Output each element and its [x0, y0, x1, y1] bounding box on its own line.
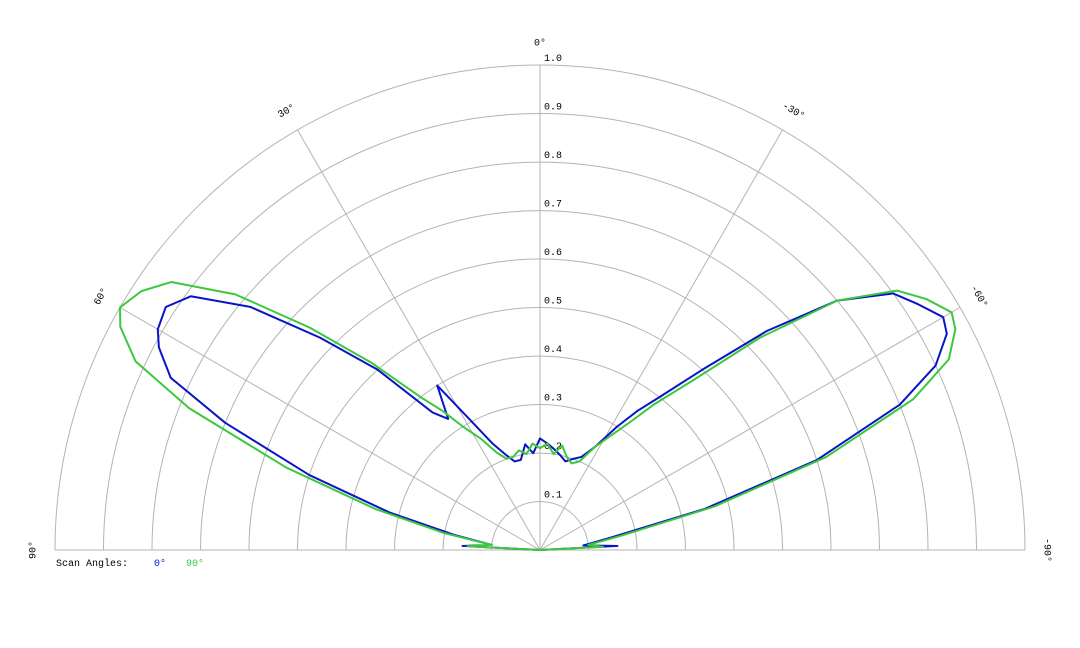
grid-spoke	[119, 307, 541, 551]
x-tick-label: 0°	[534, 38, 546, 50]
y-tick-label: 0.3	[544, 394, 562, 405]
grid-spoke	[297, 129, 541, 551]
y-tick-label: 0.5	[544, 297, 562, 308]
y-tick-label: 0.6	[544, 248, 562, 259]
y-tick-label: 0.4	[544, 345, 562, 356]
x-tick-label: 90°	[28, 541, 40, 559]
legend-title: Scan Angles:	[56, 558, 128, 570]
x-tick-label: 30°	[276, 102, 298, 121]
series-line	[118, 281, 957, 551]
legend-entry: 0°	[154, 558, 166, 570]
x-tick-label: -90°	[1040, 538, 1052, 562]
x-tick-label: -30°	[780, 100, 807, 122]
y-tick-label: 0.8	[544, 151, 562, 162]
x-tick-label: 60°	[92, 286, 111, 308]
series-line	[156, 292, 948, 551]
y-tick-label: 0.1	[544, 491, 562, 502]
y-tick-label: 0.9	[544, 103, 562, 114]
y-tick-label: 1.0	[544, 54, 562, 65]
y-tick-label: 0.7	[544, 200, 562, 211]
legend-entry: 90°	[186, 558, 204, 570]
grid-spoke	[539, 129, 783, 551]
grid-spoke	[539, 307, 961, 551]
x-tick-label: -60°	[967, 283, 989, 310]
